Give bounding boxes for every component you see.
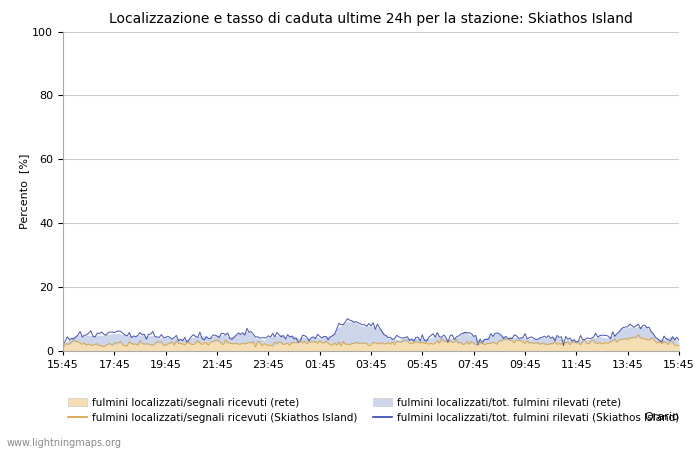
Legend: fulmini localizzati/segnali ricevuti (rete), fulmini localizzati/segnali ricevut: fulmini localizzati/segnali ricevuti (re… [68, 398, 680, 423]
Text: Orario: Orario [644, 412, 679, 422]
Y-axis label: Percento  [%]: Percento [%] [20, 153, 29, 229]
Text: www.lightningmaps.org: www.lightningmaps.org [7, 438, 122, 448]
Title: Localizzazione e tasso di caduta ultime 24h per la stazione: Skiathos Island: Localizzazione e tasso di caduta ultime … [109, 12, 633, 26]
